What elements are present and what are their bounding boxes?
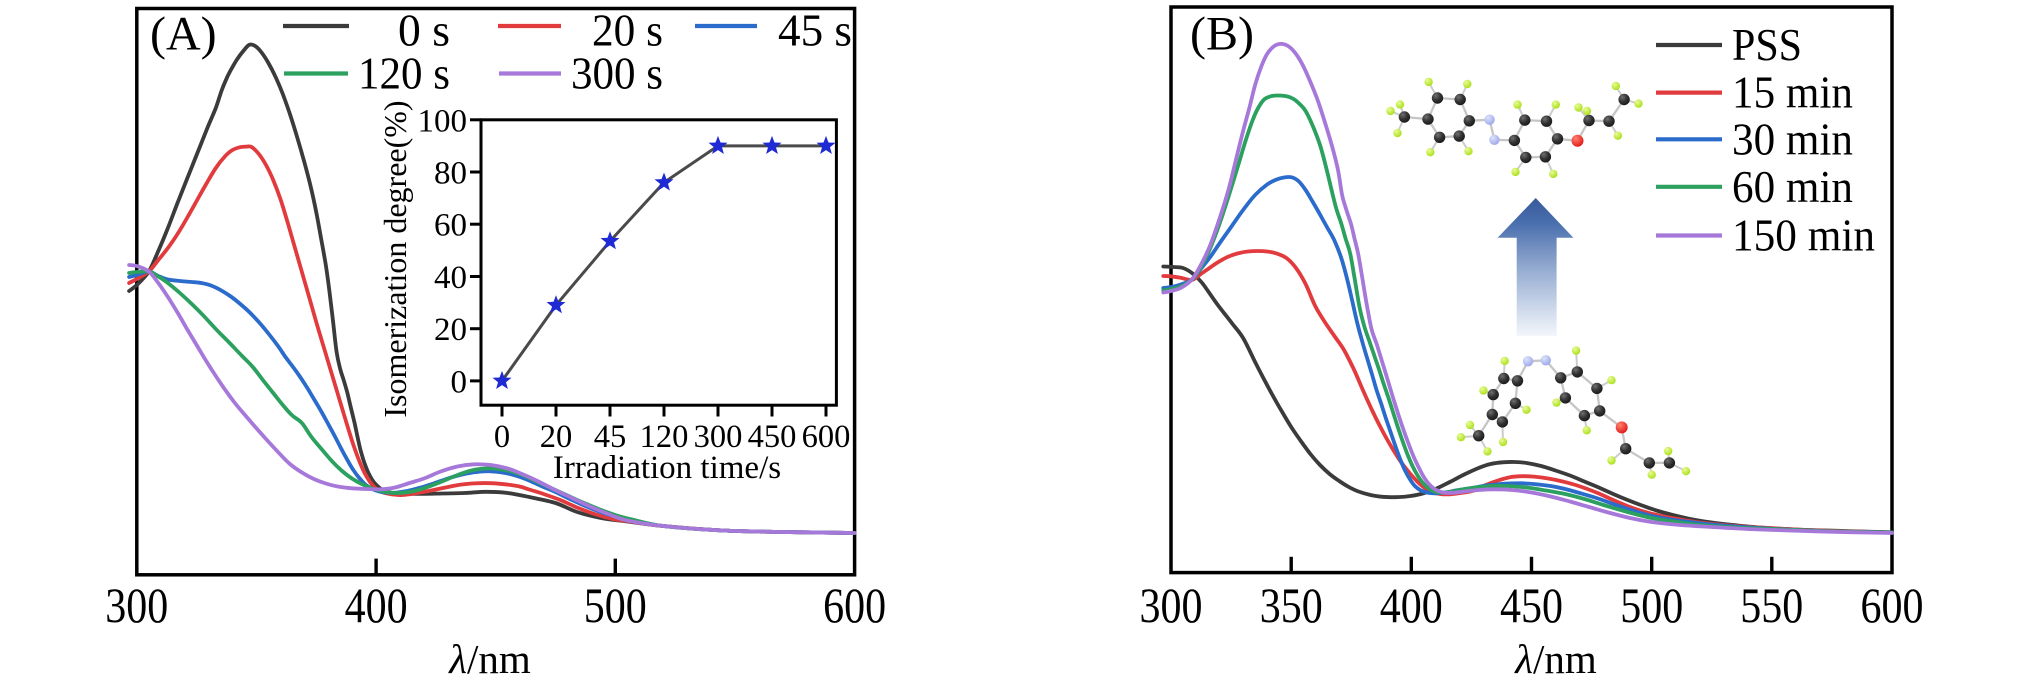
svg-text:45 s: 45 s [778,5,852,56]
svg-text:0: 0 [494,419,510,455]
svg-text:(A): (A) [150,8,217,61]
svg-text:550: 550 [1740,577,1803,633]
svg-text:400: 400 [1380,577,1443,633]
svg-text:500: 500 [584,577,647,633]
svg-text:120 s: 120 s [358,48,450,99]
svg-text:60: 60 [434,208,467,244]
svg-text:Irradiation time/s: Irradiation time/s [553,450,781,486]
svg-text:400: 400 [345,577,408,633]
svg-text:30 min: 30 min [1732,113,1853,164]
svg-text:500: 500 [1620,577,1683,633]
svg-text:45: 45 [594,419,627,455]
svg-text:20 s: 20 s [592,5,663,56]
svg-text:600: 600 [823,577,886,633]
svg-text:40: 40 [434,260,467,296]
svg-text:450: 450 [1500,577,1563,633]
svg-text:PSS: PSS [1732,19,1802,70]
svg-text:0 s: 0 s [398,5,450,56]
svg-text:300: 300 [105,577,168,633]
svg-text:80: 80 [434,156,467,192]
svg-text:0: 0 [451,364,468,400]
svg-text:λ/nm: λ/nm [448,636,531,677]
svg-text:100: 100 [418,103,468,139]
svg-text:600: 600 [802,419,851,455]
svg-text:300: 300 [1140,577,1203,633]
svg-text:150 min: 150 min [1732,210,1875,261]
svg-text:300: 300 [694,419,743,455]
svg-text:120: 120 [640,419,689,455]
svg-text:60 min: 60 min [1732,161,1853,212]
svg-text:λ/nm: λ/nm [1514,636,1597,677]
svg-text:350: 350 [1260,577,1323,633]
svg-text:20: 20 [540,419,573,455]
svg-text:20: 20 [434,312,467,348]
svg-text:(B): (B) [1190,8,1254,61]
svg-text:600: 600 [1861,577,1924,633]
svg-text:15 min: 15 min [1732,67,1853,118]
svg-text:300 s: 300 s [571,48,663,99]
svg-text:450: 450 [748,419,797,455]
svg-text:Isomerization degree(%): Isomerization degree(%) [377,100,413,417]
